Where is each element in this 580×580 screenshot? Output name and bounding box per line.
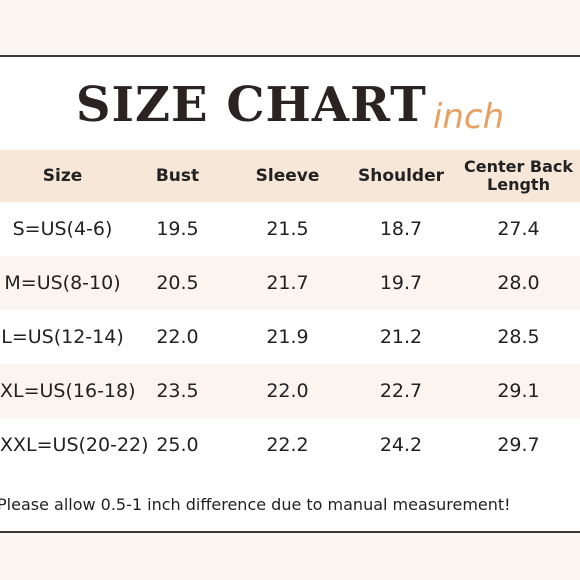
measurement-note: Please allow 0.5-1 inch difference due t… — [0, 495, 511, 514]
bust-cell: 20.5 — [156, 272, 199, 294]
title-area: SIZE CHART inch — [0, 77, 580, 147]
header-shoulder: Shoulder — [357, 166, 445, 186]
size-cell: M=US(8-10) — [4, 272, 121, 294]
table-row: XL=US(16-18) 23.5 22.0 22.7 29.1 — [0, 364, 580, 418]
center-back-length-cell: 28.5 — [497, 326, 540, 348]
table-row: L=US(12-14) 22.0 21.9 21.2 28.5 — [0, 310, 580, 364]
shoulder-cell: 19.7 — [379, 272, 423, 294]
size-table: Size Bust Sleeve Shoulder Center Back Le… — [0, 150, 580, 472]
bust-cell: 22.0 — [156, 326, 199, 348]
size-chart-panel: SIZE CHART inch Size Bust Sleeve Shoulder… — [0, 55, 580, 533]
shoulder-cell: 22.7 — [379, 380, 423, 402]
shoulder-cell: 24.2 — [379, 434, 423, 456]
table-header-row: Size Bust Sleeve Shoulder Center Back Le… — [0, 150, 580, 202]
table-row: M=US(8-10) 20.5 21.7 19.7 28.0 — [0, 256, 580, 310]
bust-cell: 19.5 — [156, 218, 199, 240]
size-cell: S=US(4-6) — [12, 218, 113, 240]
header-size: Size — [42, 166, 83, 186]
size-cell: L=US(12-14) — [1, 326, 124, 348]
header-center-back-length: Center Back Length — [463, 157, 574, 194]
header-sleeve: Sleeve — [255, 166, 320, 186]
shoulder-cell: 21.2 — [379, 326, 423, 348]
table-row: XXL=US(20-22) 25.0 22.2 24.2 29.7 — [0, 418, 580, 472]
unit-label: inch — [432, 97, 505, 137]
header-bust: Bust — [155, 166, 200, 186]
center-back-length-cell: 27.4 — [497, 218, 540, 240]
sleeve-cell: 22.0 — [266, 380, 309, 402]
center-back-length-cell: 29.1 — [497, 380, 540, 402]
sleeve-cell: 21.5 — [266, 218, 309, 240]
sleeve-cell: 22.2 — [266, 434, 309, 456]
bust-cell: 25.0 — [156, 434, 199, 456]
center-back-length-cell: 28.0 — [497, 272, 540, 294]
chart-title: SIZE CHART — [75, 77, 427, 133]
shoulder-cell: 18.7 — [379, 218, 423, 240]
sleeve-cell: 21.7 — [266, 272, 309, 294]
size-cell: XL=US(16-18) — [0, 380, 136, 402]
table-row: S=US(4-6) 19.5 21.5 18.7 27.4 — [0, 202, 580, 256]
sleeve-cell: 21.9 — [266, 326, 309, 348]
bust-cell: 23.5 — [156, 380, 199, 402]
size-cell: XXL=US(20-22) — [0, 434, 149, 456]
center-back-length-cell: 29.7 — [497, 434, 540, 456]
